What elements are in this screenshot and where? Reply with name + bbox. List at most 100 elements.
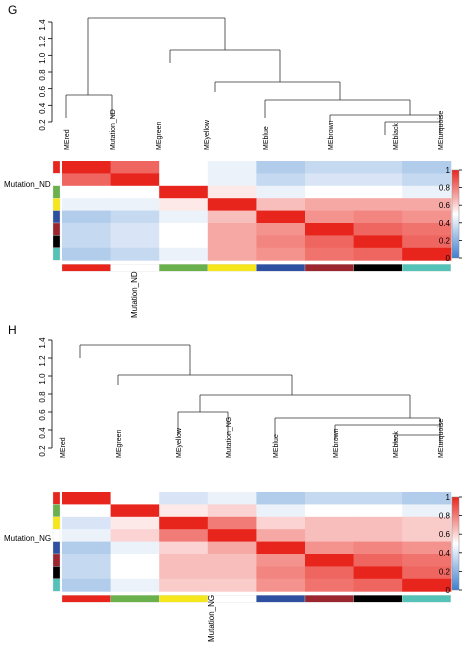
heatmap-cell bbox=[402, 210, 452, 224]
heatmap-cell bbox=[256, 554, 306, 567]
heatmap-cell bbox=[353, 578, 403, 592]
heatmap-cell bbox=[62, 554, 112, 567]
heatmap-cell bbox=[305, 492, 355, 505]
heatmap-cell bbox=[305, 185, 355, 199]
heatmap-cell bbox=[159, 235, 209, 249]
legend-gradient bbox=[451, 169, 460, 259]
leaf-label: Mutation_NG bbox=[226, 417, 233, 458]
heatmap-cell bbox=[402, 235, 452, 249]
heatmap-cell bbox=[110, 210, 160, 224]
heatmap-cell bbox=[159, 578, 209, 592]
row-color-swatch bbox=[52, 529, 61, 542]
row-color-bar-h bbox=[52, 491, 61, 592]
heatmap-cell bbox=[207, 578, 257, 592]
legend-tick-label: 0.6 bbox=[439, 201, 451, 210]
heatmap-cell bbox=[256, 198, 306, 212]
heatmap-cell bbox=[159, 529, 209, 543]
heatmap-cell bbox=[402, 554, 452, 567]
heatmap-cell bbox=[110, 161, 160, 174]
heatmap-cell bbox=[207, 235, 257, 249]
heatmap-cell bbox=[159, 504, 209, 518]
color-legend-h: 0 0.2 0.4 0.6 0.8 1 bbox=[439, 493, 462, 595]
axis-tick-label: 1.4 bbox=[38, 337, 47, 349]
heatmap-cell bbox=[110, 504, 160, 518]
heatmap-cell bbox=[402, 223, 452, 236]
heatmap-cell bbox=[62, 578, 112, 592]
axis-tick-label: 0.2 bbox=[38, 445, 47, 457]
row-color-swatch bbox=[52, 210, 61, 224]
heatmap-cell bbox=[305, 504, 355, 518]
heatmap-cell bbox=[353, 223, 403, 236]
dendrogram-axis-g: 0.2 0.4 0.6 0.8 1.0 1.2 1.4 bbox=[38, 19, 53, 131]
heatmap-cell bbox=[305, 173, 355, 187]
column-color-swatch bbox=[304, 264, 354, 272]
column-color-swatch bbox=[61, 264, 111, 272]
column-color-swatch bbox=[304, 595, 354, 603]
legend-tick-label: 1 bbox=[446, 493, 451, 502]
heatmap-cell bbox=[305, 198, 355, 212]
leaf-label: MEyellow bbox=[204, 119, 211, 150]
heatmap-cell bbox=[62, 492, 112, 505]
legend-tick-label: 0.4 bbox=[439, 219, 451, 228]
heatmap-cell bbox=[207, 529, 257, 543]
heatmap-cell bbox=[62, 235, 112, 249]
row-color-swatch bbox=[52, 198, 61, 211]
heatmap-cell bbox=[207, 198, 257, 212]
heatmap-cell bbox=[256, 161, 306, 174]
axis-tick-label: 0.4 bbox=[38, 427, 47, 439]
heatmap-cell bbox=[353, 185, 403, 199]
heatmap-cell bbox=[402, 247, 452, 261]
heatmap-cell bbox=[62, 185, 112, 199]
heatmap-cell bbox=[353, 529, 403, 543]
row-color-swatch bbox=[52, 566, 61, 579]
row-color-swatch bbox=[52, 185, 61, 199]
heatmap-cell bbox=[110, 529, 160, 543]
heatmap-cell bbox=[159, 198, 209, 212]
heatmap-cell bbox=[402, 185, 452, 199]
heatmap-cell bbox=[256, 223, 306, 236]
heatmap-cell bbox=[159, 223, 209, 236]
heatmap-cell bbox=[62, 223, 112, 236]
heatmap-cell bbox=[305, 516, 355, 530]
heatmap-cell bbox=[110, 516, 160, 530]
heatmap-cell bbox=[305, 554, 355, 567]
dendrogram-leaf-labels-g: MEred Mutation_ND MEgreen MEyellow MEblue MEb… bbox=[64, 109, 445, 150]
heatmap-cell bbox=[207, 161, 257, 174]
leaf-label: MEblack bbox=[393, 431, 400, 458]
heatmap-cell bbox=[62, 161, 112, 174]
row-color-swatch bbox=[52, 247, 61, 261]
leaf-label: MEblack bbox=[393, 123, 400, 150]
heatmap-cell bbox=[62, 247, 112, 261]
legend-tick-label: 0.4 bbox=[439, 549, 451, 558]
heatmap-cell bbox=[62, 173, 112, 187]
heatmap-cell bbox=[159, 161, 209, 174]
row-color-swatch bbox=[52, 578, 61, 592]
heatmap-cell bbox=[207, 554, 257, 567]
color-legend-g: 0 0.2 0.4 0.6 0.8 1 bbox=[439, 166, 462, 263]
leaf-label: MEred bbox=[64, 129, 71, 150]
leaf-label: MEturquoise bbox=[438, 419, 445, 458]
row-color-swatch bbox=[52, 504, 61, 517]
heatmap-cell bbox=[62, 541, 112, 555]
legend-gradient bbox=[451, 496, 460, 591]
heatmap-cell bbox=[353, 235, 403, 249]
heatmap-cell bbox=[305, 161, 355, 174]
axis-tick-label: 0.8 bbox=[38, 391, 47, 403]
row-color-swatch bbox=[52, 491, 61, 505]
legend-tick-label: 0.8 bbox=[439, 512, 451, 521]
heatmap-cell bbox=[110, 492, 160, 505]
heatmap-cell bbox=[305, 235, 355, 249]
heatmap-cell bbox=[256, 578, 306, 592]
column-color-swatch bbox=[207, 264, 257, 272]
heatmap-cell bbox=[402, 504, 452, 518]
row-color-swatch bbox=[52, 235, 61, 248]
row-color-swatch bbox=[52, 160, 61, 174]
heatmap-cell bbox=[110, 198, 160, 212]
legend-tick-label: 0 bbox=[446, 586, 451, 595]
heatmap-cell bbox=[207, 173, 257, 187]
axis-tick-label: 0.8 bbox=[38, 69, 47, 81]
row-color-bar-g bbox=[52, 160, 61, 261]
row-label-h: Mutation_NG bbox=[4, 534, 51, 543]
heatmap-cell bbox=[256, 235, 306, 249]
